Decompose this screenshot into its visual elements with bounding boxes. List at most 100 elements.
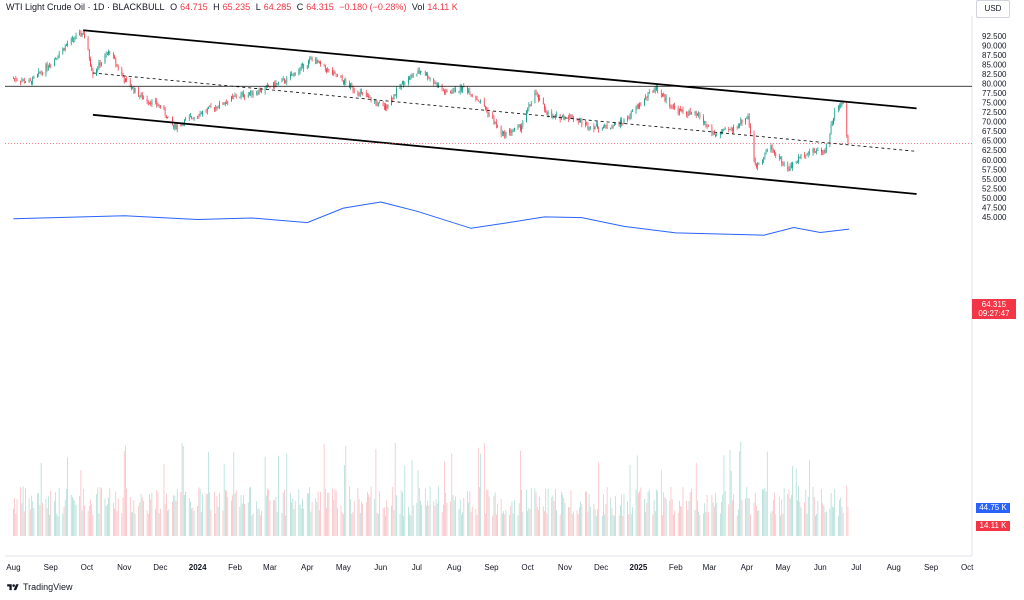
candle-body	[536, 93, 538, 95]
volume-bar	[23, 511, 25, 536]
candle-body	[38, 71, 40, 74]
candle-body	[595, 123, 597, 127]
currency-button[interactable]: USD	[976, 0, 1010, 18]
candle-body	[231, 96, 232, 102]
volume-bar	[682, 487, 684, 536]
candle-body	[542, 97, 544, 105]
volume-bar	[143, 501, 144, 536]
candle-body	[713, 133, 715, 135]
volume-bar	[40, 462, 42, 536]
candle-body	[335, 73, 337, 77]
volume-bar	[149, 494, 150, 536]
candle-body	[462, 86, 463, 91]
volume-bar	[703, 513, 704, 536]
volume-bar	[214, 491, 215, 536]
volume-bar	[630, 514, 632, 536]
volume-bar	[79, 495, 81, 536]
candle-body	[782, 163, 784, 165]
volume-bar	[544, 511, 545, 536]
candle-body	[258, 89, 260, 94]
volume-bar	[689, 492, 691, 536]
high-label: H	[213, 2, 220, 12]
volume-bar	[715, 492, 716, 536]
candle-body	[603, 126, 604, 129]
y-tick-label: 55.000	[982, 175, 1007, 184]
chart-header: WTI Light Crude Oil · 1D · BLACKBULL O 64…	[6, 2, 461, 12]
candle-body	[174, 123, 176, 128]
candle-body	[232, 96, 233, 98]
candle-body	[707, 125, 709, 128]
candle-body	[149, 102, 150, 104]
volume-bar	[251, 515, 253, 536]
volume-bar	[424, 488, 426, 536]
candle-body	[805, 154, 807, 157]
volume-bar	[704, 503, 706, 536]
volume-bar	[551, 497, 553, 536]
candle-body	[14, 78, 15, 80]
volume-bar	[56, 513, 58, 536]
volume-bar	[353, 501, 355, 536]
candle-body	[357, 91, 359, 94]
candle-body	[521, 125, 522, 131]
x-tick-label: Dec	[594, 563, 608, 572]
volume-bar	[674, 510, 675, 536]
candle-body	[630, 111, 632, 117]
candle-body	[594, 126, 596, 130]
volume-bar	[534, 488, 536, 536]
candle-body	[763, 157, 765, 160]
candle-body	[644, 98, 645, 105]
volume-bar	[374, 498, 376, 536]
volume-bar	[316, 502, 318, 536]
volume-bar	[585, 492, 586, 536]
candle-body	[302, 63, 303, 66]
volume-bar	[345, 446, 347, 536]
candle-body	[146, 98, 148, 102]
tradingview-logo[interactable]: TradingView	[6, 582, 73, 592]
volume-bar	[687, 509, 689, 536]
volume-bar	[223, 464, 225, 536]
candle-body	[589, 126, 591, 129]
candle-body	[660, 92, 662, 95]
candle-body	[526, 110, 527, 122]
candle-body	[842, 103, 844, 105]
y-tick-label: 67.500	[982, 127, 1007, 136]
volume-bar	[58, 488, 60, 536]
y-tick-label: 62.500	[982, 146, 1007, 155]
candle-body	[544, 104, 545, 110]
volume-bar	[712, 502, 714, 536]
volume-bar	[98, 513, 100, 536]
candle-body	[517, 126, 519, 128]
volume-bar	[711, 495, 713, 536]
candle-body	[292, 73, 294, 76]
y-tick-label: 77.500	[982, 89, 1007, 98]
candle-body	[679, 109, 680, 114]
candle-body	[772, 150, 774, 151]
candle-body	[334, 72, 336, 74]
volume-bar	[403, 515, 404, 536]
volume-bar	[588, 493, 590, 536]
candle-body	[636, 105, 638, 109]
candle-body	[436, 82, 438, 88]
candle-body	[399, 86, 401, 89]
volume-bar	[542, 506, 544, 536]
symbol-title[interactable]: WTI Light Crude Oil · 1D · BLACKBULL	[6, 2, 165, 12]
x-tick-label: Oct	[521, 563, 534, 572]
volume-bar	[198, 487, 200, 536]
volume-bar	[756, 505, 757, 536]
volume-bar	[554, 489, 556, 536]
volume-bar	[476, 515, 478, 536]
candle-body	[711, 127, 713, 134]
y-tick-label: 85.000	[982, 61, 1007, 70]
candle-body	[587, 123, 589, 129]
candle-body	[487, 109, 489, 115]
candle-body	[104, 55, 106, 63]
volume-bar	[530, 487, 532, 536]
volume-bar	[243, 494, 244, 536]
candle-body	[480, 100, 482, 103]
volume-bar	[822, 503, 824, 536]
candle-body	[176, 124, 178, 130]
candle-body	[97, 68, 99, 70]
candle-body	[789, 165, 791, 171]
volume-bar	[546, 513, 548, 536]
